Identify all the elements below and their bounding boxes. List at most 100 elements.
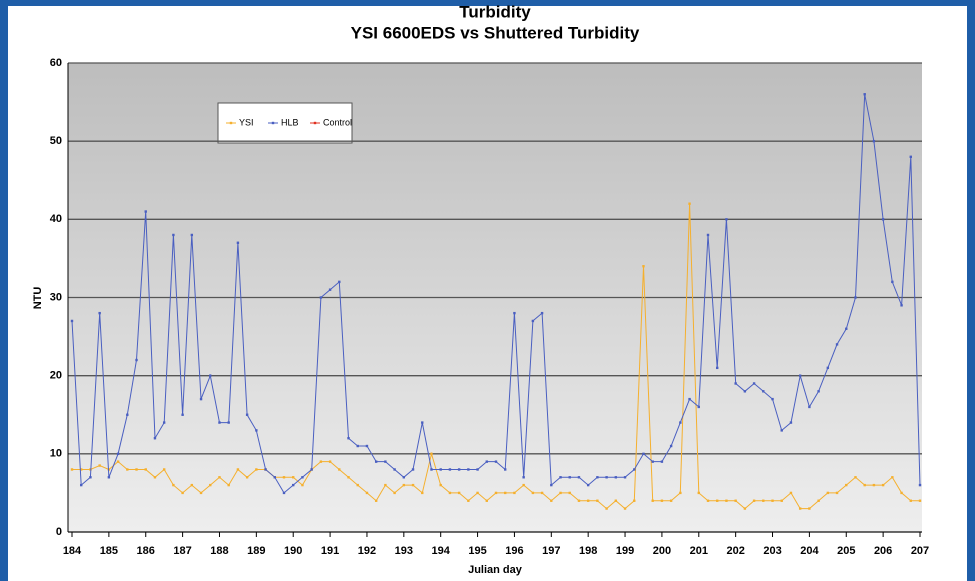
data-point xyxy=(734,382,737,385)
data-point xyxy=(780,429,783,432)
data-point xyxy=(826,491,830,495)
data-point xyxy=(374,460,378,463)
data-point xyxy=(706,233,710,237)
data-point xyxy=(752,499,756,502)
data-point xyxy=(752,382,756,385)
data-point xyxy=(669,444,673,448)
data-point xyxy=(126,413,129,416)
data-point xyxy=(356,483,359,487)
data-point xyxy=(301,476,304,479)
data-point xyxy=(891,476,894,479)
y-tick-label: 40 xyxy=(50,213,62,225)
data-point xyxy=(660,460,664,463)
data-point xyxy=(448,491,452,495)
data-point xyxy=(144,468,147,471)
data-point xyxy=(568,491,571,495)
legend-label: Control xyxy=(323,117,352,127)
data-point xyxy=(725,499,728,502)
data-point xyxy=(374,499,378,502)
x-axis-label: Julian day xyxy=(468,564,523,576)
data-point xyxy=(817,499,820,502)
data-point xyxy=(706,499,710,502)
data-point xyxy=(282,491,286,495)
data-point xyxy=(411,483,415,487)
data-point xyxy=(771,397,774,401)
data-point xyxy=(835,491,839,495)
data-point xyxy=(504,491,507,495)
data-point xyxy=(393,491,396,495)
data-point xyxy=(172,233,175,237)
data-point xyxy=(457,491,461,495)
data-point xyxy=(135,468,138,471)
data-point xyxy=(264,468,267,471)
data-point xyxy=(909,155,912,158)
x-tick-label: 206 xyxy=(874,545,892,557)
data-point xyxy=(679,491,682,495)
data-point xyxy=(199,397,203,401)
data-point xyxy=(301,483,304,487)
data-point xyxy=(328,460,332,463)
data-point xyxy=(697,491,700,495)
x-tick-label: 201 xyxy=(690,545,708,557)
data-point xyxy=(292,476,295,479)
y-tick-label: 0 xyxy=(56,526,62,538)
legend-box xyxy=(217,102,353,144)
data-point xyxy=(218,476,221,479)
data-point xyxy=(522,476,525,479)
chart-title: Turbidity xyxy=(459,2,531,21)
data-point xyxy=(596,499,599,502)
y-tick-label: 30 xyxy=(50,291,62,303)
data-point xyxy=(789,421,793,424)
data-point xyxy=(513,311,516,315)
legend-marker xyxy=(271,121,275,125)
data-point xyxy=(356,444,359,448)
data-point xyxy=(845,483,848,487)
legend-marker xyxy=(229,121,233,125)
data-point xyxy=(900,491,903,495)
data-point xyxy=(255,468,258,471)
data-point xyxy=(476,468,479,471)
y-tick-label: 10 xyxy=(50,448,62,460)
data-point xyxy=(872,139,876,143)
data-point xyxy=(504,468,507,471)
data-point xyxy=(881,218,885,221)
data-point xyxy=(190,233,194,237)
data-point xyxy=(826,366,830,370)
data-point xyxy=(144,210,147,213)
data-point xyxy=(679,421,682,424)
data-point xyxy=(789,491,793,495)
data-point xyxy=(918,499,922,502)
data-point xyxy=(568,476,571,479)
data-point xyxy=(393,468,396,471)
data-point xyxy=(365,444,369,448)
y-axis-label: NTU xyxy=(32,287,44,310)
data-point xyxy=(126,468,129,471)
x-tick-label: 199 xyxy=(616,545,634,557)
x-tick-label: 192 xyxy=(358,545,376,557)
data-point xyxy=(485,460,488,463)
data-point xyxy=(531,491,535,495)
data-point xyxy=(494,460,498,463)
y-tick-label: 50 xyxy=(50,135,62,147)
data-point xyxy=(688,202,691,205)
data-point xyxy=(494,491,498,495)
data-point xyxy=(559,491,562,495)
data-point xyxy=(319,296,323,299)
data-point xyxy=(688,397,691,401)
data-point xyxy=(116,452,120,456)
data-point xyxy=(651,499,654,502)
x-tick-label: 198 xyxy=(579,545,597,557)
data-point xyxy=(411,468,415,471)
data-point xyxy=(338,280,341,284)
data-point xyxy=(596,476,599,479)
data-point xyxy=(457,468,461,471)
data-point xyxy=(642,452,645,456)
data-point xyxy=(80,468,83,471)
data-point xyxy=(402,476,406,479)
data-point xyxy=(310,468,313,471)
data-point xyxy=(531,319,535,323)
data-point xyxy=(909,499,912,502)
data-point xyxy=(347,476,350,479)
data-point xyxy=(98,311,101,315)
